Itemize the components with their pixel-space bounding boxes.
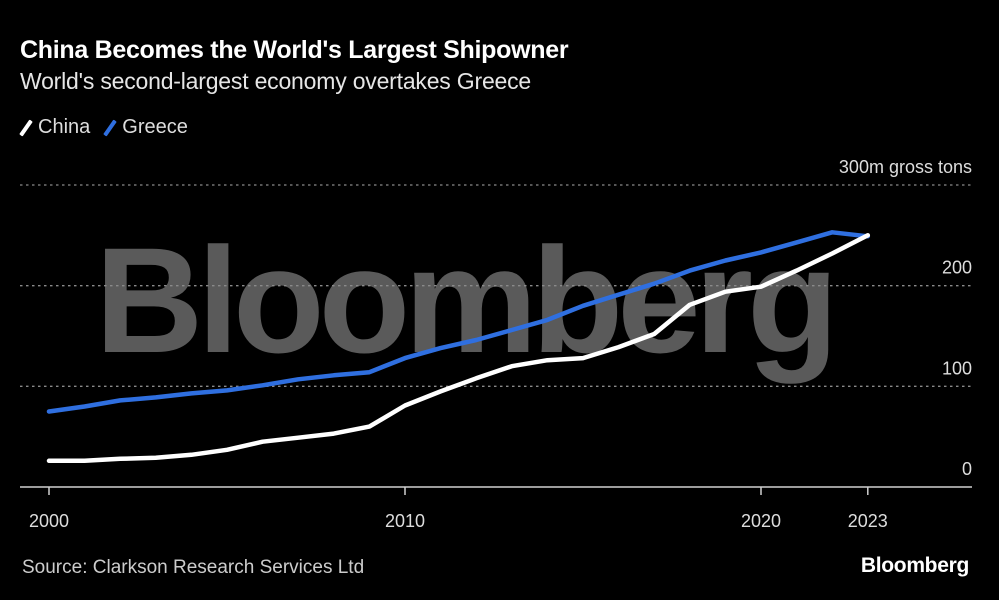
x-tick-label-2010: 2010: [385, 511, 425, 531]
chart-title: China Becomes the World's Largest Shipow…: [20, 36, 569, 64]
legend-label-china: China: [38, 116, 91, 138]
series-line-greece: [46, 230, 871, 414]
series-line-china: [46, 233, 871, 464]
source-note: Source: Clarkson Research Services Ltd: [22, 557, 365, 578]
legend-item-china: China: [19, 116, 91, 139]
watermark-text: Bloomberg: [95, 216, 833, 384]
x-tick-label-2000: 2000: [29, 511, 69, 531]
x-tick-label-2023: 2023: [848, 511, 888, 531]
y-tick-label-0: 0: [962, 459, 972, 479]
legend-item-greece: Greece: [103, 116, 188, 139]
y-tick-label-200: 200: [942, 258, 972, 278]
x-tick-label-2020: 2020: [741, 511, 781, 531]
chart-subtitle: World's second-largest economy overtakes…: [20, 68, 532, 94]
brand-logo: Bloomberg: [860, 554, 969, 577]
y-tick-label-100: 100: [942, 358, 972, 378]
legend-label-greece: Greece: [122, 116, 188, 138]
legend: China Greece: [19, 116, 202, 139]
y-tick-label-300: 300m gross tons: [839, 157, 972, 177]
